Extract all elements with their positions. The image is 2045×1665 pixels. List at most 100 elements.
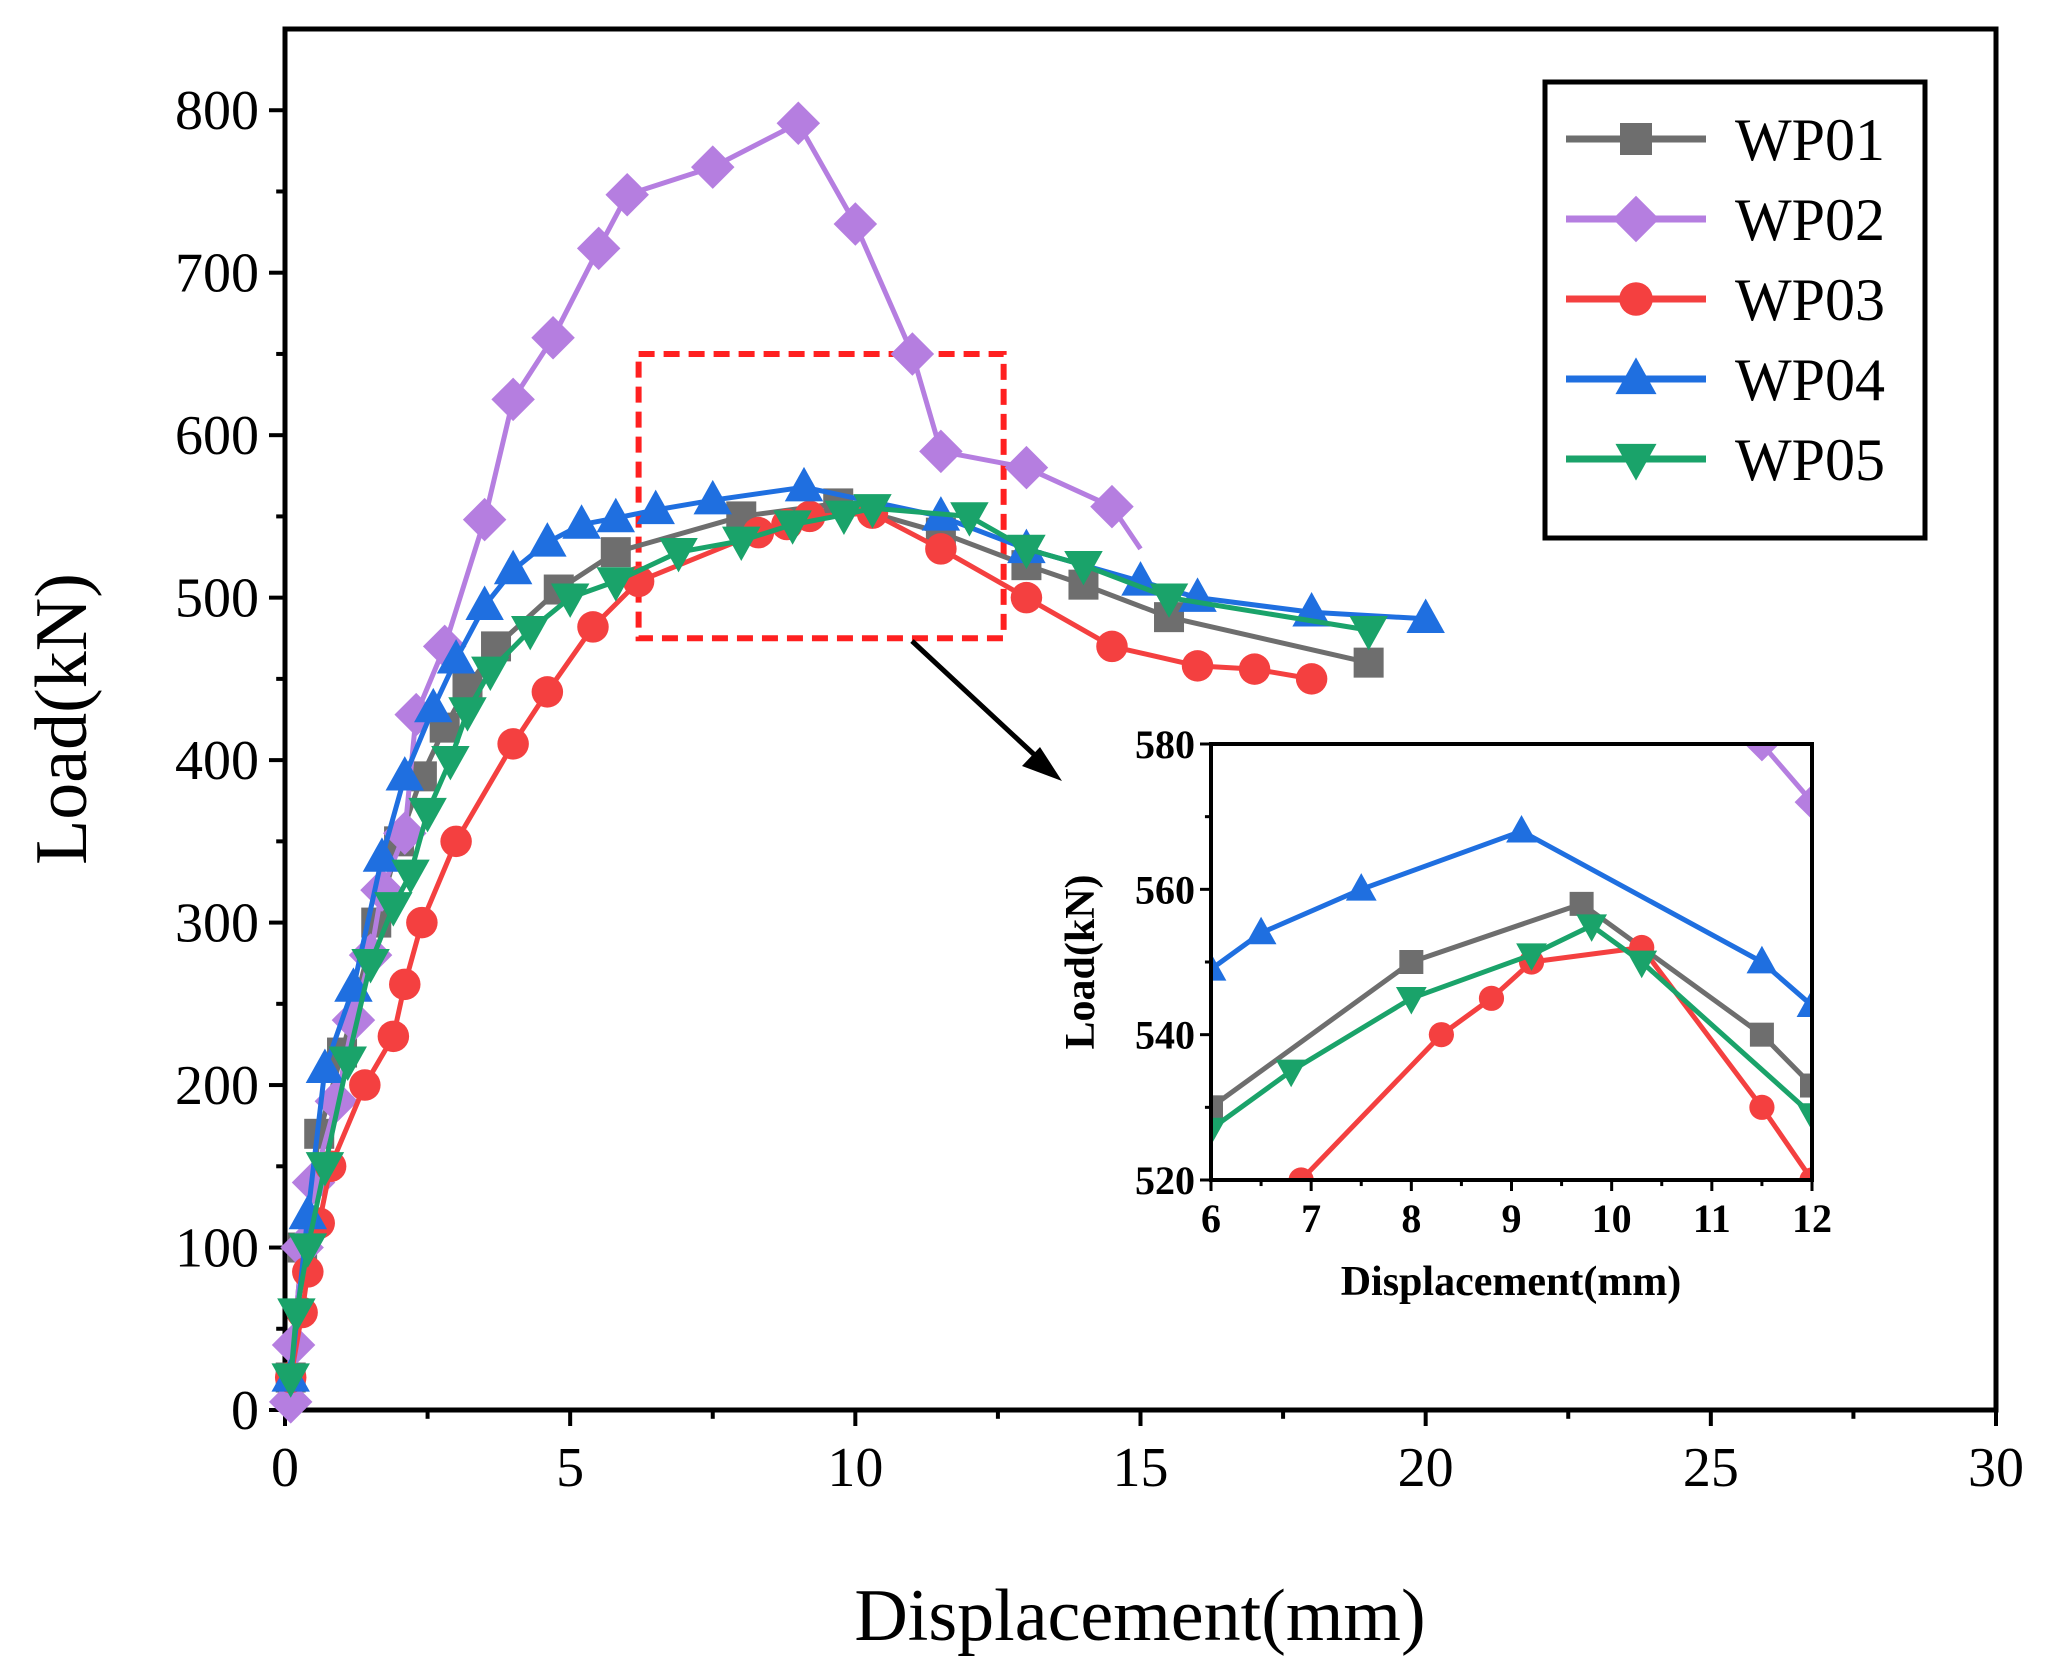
- inset-data-point-wp01: [1569, 891, 1594, 916]
- data-point-wp04: [414, 687, 453, 723]
- data-point-wp02: [314, 1079, 359, 1124]
- inset-data-point-wp03: [1478, 985, 1505, 1011]
- data-point-wp04: [436, 639, 476, 674]
- data-point-wp03: [531, 676, 564, 708]
- inset-x-tick-label: 7: [1301, 1196, 1321, 1241]
- data-point-wp02: [691, 145, 735, 189]
- legend-label-wp05: WP05: [1735, 427, 1885, 493]
- data-point-wp02: [833, 202, 878, 246]
- inset-x-tick-label: 6: [1201, 1196, 1221, 1241]
- data-point-wp04: [465, 585, 504, 620]
- legend-marker-wp03: [1619, 282, 1653, 316]
- inset-data-point-wp03: [1749, 1094, 1775, 1120]
- data-point-wp02: [1090, 484, 1134, 529]
- data-point-wp03: [497, 728, 529, 760]
- y-tick-label: 300: [175, 893, 259, 955]
- inset-x-tick-label: 10: [1592, 1196, 1632, 1241]
- data-point-wp03: [577, 611, 609, 643]
- data-point-wp05: [1349, 615, 1388, 651]
- inset-data-point-wp04: [1345, 873, 1377, 901]
- data-point-wp03: [1010, 581, 1043, 614]
- data-point-wp04: [305, 1048, 345, 1083]
- data-point-wp03: [1181, 650, 1214, 682]
- data-point-wp05: [853, 494, 892, 529]
- inset-data-point-wp05: [1395, 986, 1427, 1015]
- data-point-wp04: [493, 549, 533, 585]
- inset-data-point-wp04: [1796, 989, 1812, 1017]
- data-point-wp05: [351, 949, 390, 984]
- x-axis-title: Displacement(mm): [854, 1575, 1425, 1657]
- y-axis-title: Load(kN): [21, 573, 103, 865]
- legend-marker-wp04: [1615, 357, 1657, 395]
- data-point-wp05: [1149, 583, 1189, 618]
- inset-data-point-wp03: [1428, 1022, 1454, 1048]
- inset-series-wp01: [1211, 891, 1812, 1120]
- data-point-wp02: [576, 226, 621, 271]
- inset-data-point-wp05: [1796, 1103, 1812, 1131]
- data-point-wp04: [1406, 598, 1445, 633]
- legend-label-wp01: WP01: [1735, 107, 1885, 173]
- y-tick-label: 100: [175, 1218, 259, 1280]
- data-point-wp05: [408, 797, 447, 833]
- inset-series-wp04: [1211, 815, 1812, 1017]
- inset-data-point-wp03: [1799, 1167, 1812, 1180]
- data-point-wp02: [605, 172, 649, 217]
- inset-y-tick-label: 580: [1135, 722, 1195, 767]
- series-wp02: [268, 101, 1143, 1424]
- data-point-wp05: [773, 510, 812, 545]
- data-point-wp03: [377, 1020, 410, 1053]
- inset-data-point-wp01: [1399, 950, 1424, 974]
- data-point-wp04: [562, 504, 601, 539]
- inset-data-point-wp05: [1275, 1059, 1307, 1088]
- data-point-wp05: [511, 615, 550, 651]
- inset-series-group: [1211, 744, 1812, 1180]
- zoom-arrow: [910, 639, 1062, 781]
- inset-data-point-wp01: [1800, 1073, 1812, 1098]
- data-point-wp03: [440, 825, 472, 858]
- data-point-wp05: [305, 1152, 345, 1187]
- x-tick-label: 10: [827, 1437, 883, 1499]
- data-point-wp02: [919, 429, 963, 474]
- x-tick-label: 20: [1398, 1437, 1454, 1499]
- inset-data-point-wp04: [1245, 916, 1277, 945]
- y-tick-label: 800: [175, 80, 259, 142]
- inset-series-wp02: [1744, 744, 1812, 820]
- x-tick-label: 0: [271, 1437, 299, 1499]
- data-point-wp02: [1004, 445, 1049, 490]
- legend-item-wp04: WP04: [1566, 347, 1885, 413]
- x-tick-label: 30: [1968, 1437, 2024, 1499]
- inset-data-point-wp05: [1516, 943, 1547, 971]
- data-point-wp02: [331, 998, 376, 1042]
- data-point-wp02: [462, 497, 507, 542]
- inset-y-axis-title: Load(kN): [1058, 874, 1104, 1049]
- data-point-wp05: [722, 526, 761, 562]
- data-point-wp02: [890, 332, 935, 376]
- inset-y-tick-label: 560: [1135, 867, 1195, 912]
- legend-item-wp03: WP03: [1566, 267, 1885, 333]
- x-tick-label: 25: [1683, 1437, 1739, 1499]
- inset-data-point-wp03: [1288, 1167, 1314, 1180]
- inset-axis-ticks: 6 7 8 9 10 11 12 520 540 560 580: [1135, 722, 1832, 1241]
- data-point-wp03: [406, 906, 438, 939]
- legend: WP01 WP02 WP03 WP04 WP05: [1542, 79, 1928, 541]
- main-series-group: [268, 101, 1445, 1424]
- data-point-wp01: [600, 537, 631, 568]
- inset-x-tick-label: 9: [1502, 1196, 1522, 1241]
- data-point-wp04: [362, 837, 402, 872]
- y-tick-label: 600: [175, 405, 259, 467]
- y-tick-label: 500: [175, 568, 259, 630]
- legend-label-wp02: WP02: [1735, 187, 1885, 253]
- data-point-wp05: [391, 859, 430, 895]
- legend-label-wp04: WP04: [1735, 347, 1885, 413]
- zoom-region-box: [635, 350, 1007, 642]
- inset-x-axis-title: Displacement(mm): [1341, 1259, 1682, 1305]
- data-point-wp03: [1295, 663, 1328, 695]
- data-point-wp05: [374, 892, 413, 927]
- data-point-wp05: [1007, 534, 1046, 570]
- data-point-wp05: [471, 656, 510, 692]
- legend-item-wp02: WP02: [1566, 187, 1885, 253]
- legend-item-wp05: WP05: [1566, 427, 1885, 493]
- series-wp05: [271, 494, 1388, 1398]
- data-point-wp03: [1096, 630, 1128, 663]
- inset-data-point-wp05: [1626, 950, 1658, 979]
